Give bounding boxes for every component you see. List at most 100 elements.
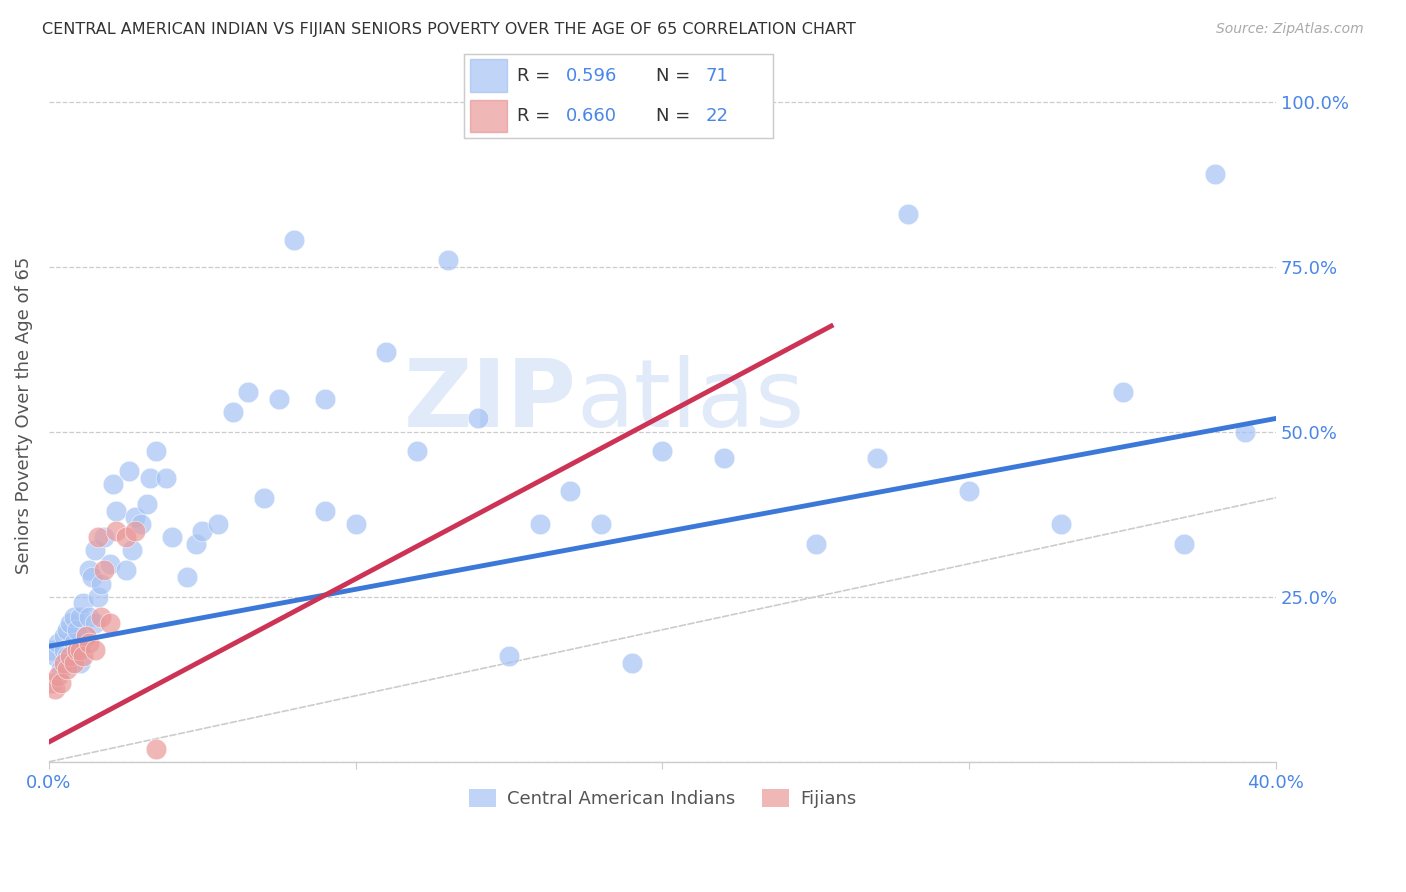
- Point: [51, 662, 73, 676]
- Point: [62, 636, 84, 650]
- Point: [72, 649, 94, 664]
- Point: [160, 530, 183, 544]
- Point: [46, 669, 69, 683]
- Point: [69, 656, 91, 670]
- Point: [77, 609, 100, 624]
- Point: [41, 642, 63, 657]
- Legend: Central American Indians, Fijians: Central American Indians, Fijians: [461, 781, 863, 815]
- Point: [114, 563, 136, 577]
- Text: R =: R =: [516, 67, 555, 85]
- Point: [136, 497, 159, 511]
- Point: [283, 233, 305, 247]
- Point: [344, 517, 367, 532]
- Point: [375, 345, 398, 359]
- Point: [314, 504, 336, 518]
- Point: [124, 524, 146, 538]
- Text: R =: R =: [516, 107, 555, 125]
- Point: [44, 649, 66, 664]
- Point: [103, 477, 125, 491]
- Point: [176, 570, 198, 584]
- Point: [84, 642, 107, 657]
- Point: [65, 642, 87, 657]
- Point: [804, 537, 827, 551]
- Point: [53, 642, 76, 657]
- Point: [620, 656, 643, 670]
- Point: [155, 471, 177, 485]
- Point: [75, 629, 97, 643]
- Point: [98, 557, 121, 571]
- Text: CENTRAL AMERICAN INDIAN VS FIJIAN SENIORS POVERTY OVER THE AGE OF 65 CORRELATION: CENTRAL AMERICAN INDIAN VS FIJIAN SENIOR…: [42, 22, 856, 37]
- Point: [84, 616, 107, 631]
- Point: [1204, 167, 1226, 181]
- Point: [124, 510, 146, 524]
- Point: [145, 444, 167, 458]
- Point: [467, 411, 489, 425]
- Point: [69, 609, 91, 624]
- Point: [118, 464, 141, 478]
- Point: [105, 504, 128, 518]
- Point: [59, 649, 82, 664]
- Point: [1234, 425, 1257, 439]
- Text: N =: N =: [655, 67, 696, 85]
- Text: 0.596: 0.596: [567, 67, 617, 85]
- Point: [72, 596, 94, 610]
- Point: [436, 252, 458, 267]
- Y-axis label: Seniors Poverty Over the Age of 65: Seniors Poverty Over the Age of 65: [15, 257, 32, 574]
- Point: [56, 649, 79, 664]
- Point: [90, 609, 112, 624]
- Point: [191, 524, 214, 538]
- Point: [1111, 385, 1133, 400]
- Text: 22: 22: [706, 107, 728, 125]
- Point: [713, 451, 735, 466]
- Point: [80, 570, 103, 584]
- Text: Source: ZipAtlas.com: Source: ZipAtlas.com: [1216, 22, 1364, 37]
- Point: [90, 576, 112, 591]
- Point: [114, 530, 136, 544]
- Point: [93, 563, 115, 577]
- Point: [53, 656, 76, 670]
- Point: [591, 517, 613, 532]
- Point: [62, 609, 84, 624]
- Point: [98, 616, 121, 631]
- Point: [77, 563, 100, 577]
- Text: ZIP: ZIP: [404, 355, 576, 447]
- Point: [957, 484, 980, 499]
- Point: [897, 207, 920, 221]
- Point: [222, 405, 245, 419]
- Point: [1173, 537, 1195, 551]
- Text: 71: 71: [706, 67, 728, 85]
- Point: [41, 675, 63, 690]
- Text: 0.660: 0.660: [567, 107, 617, 125]
- Point: [59, 616, 82, 631]
- Point: [253, 491, 276, 505]
- Point: [56, 623, 79, 637]
- Point: [406, 444, 429, 458]
- Point: [44, 682, 66, 697]
- Point: [87, 530, 110, 544]
- Point: [75, 629, 97, 643]
- Point: [866, 451, 889, 466]
- Point: [56, 662, 79, 676]
- Point: [314, 392, 336, 406]
- Point: [129, 517, 152, 532]
- Point: [651, 444, 673, 458]
- Point: [121, 543, 143, 558]
- Point: [1050, 517, 1073, 532]
- Text: N =: N =: [655, 107, 696, 125]
- Point: [105, 524, 128, 538]
- Point: [186, 537, 208, 551]
- Point: [238, 385, 260, 400]
- Point: [65, 623, 87, 637]
- Point: [93, 530, 115, 544]
- Point: [62, 656, 84, 670]
- Point: [529, 517, 551, 532]
- Point: [84, 543, 107, 558]
- Point: [139, 471, 162, 485]
- Point: [498, 649, 520, 664]
- FancyBboxPatch shape: [470, 100, 508, 132]
- Point: [207, 517, 229, 532]
- Point: [560, 484, 582, 499]
- Point: [77, 636, 100, 650]
- Point: [145, 741, 167, 756]
- Point: [267, 392, 290, 406]
